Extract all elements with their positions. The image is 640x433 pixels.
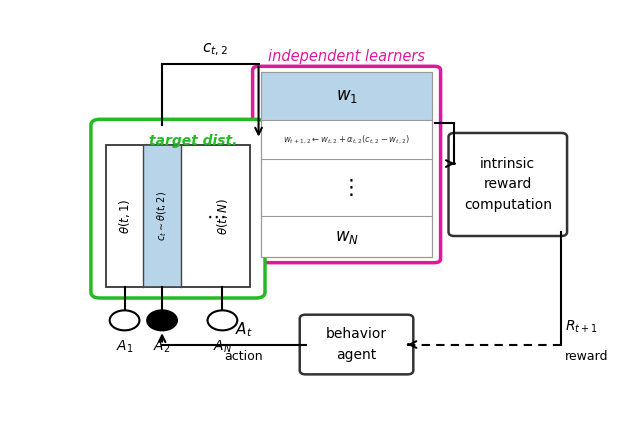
Bar <box>261 72 432 257</box>
Circle shape <box>207 310 237 330</box>
Bar <box>106 145 250 287</box>
Text: $\theta(t,N)$: $\theta(t,N)$ <box>215 198 230 235</box>
Bar <box>261 72 432 120</box>
Text: independent learners: independent learners <box>268 49 425 64</box>
FancyBboxPatch shape <box>91 120 265 298</box>
Bar <box>143 145 181 287</box>
Bar <box>106 145 250 287</box>
Text: $A_2$: $A_2$ <box>154 339 171 355</box>
Text: reward: reward <box>565 349 609 362</box>
Text: $c_{t,2}$: $c_{t,2}$ <box>202 41 228 58</box>
Text: $R_{t+1}$: $R_{t+1}$ <box>565 318 598 335</box>
Text: intrinsic
reward
computation: intrinsic reward computation <box>464 157 552 212</box>
FancyBboxPatch shape <box>449 133 567 236</box>
Text: target dist.: target dist. <box>149 134 238 148</box>
Text: $\cdots$: $\cdots$ <box>206 207 225 226</box>
Circle shape <box>147 310 177 330</box>
FancyBboxPatch shape <box>253 66 440 263</box>
Text: $\theta(t,1)$: $\theta(t,1)$ <box>117 198 132 234</box>
Text: action: action <box>225 349 263 362</box>
FancyBboxPatch shape <box>300 315 413 375</box>
Text: $w_1$: $w_1$ <box>335 87 358 105</box>
Text: $c_t \sim \theta(t,2)$: $c_t \sim \theta(t,2)$ <box>156 191 169 241</box>
Bar <box>261 72 432 257</box>
Text: $\vdots$: $\vdots$ <box>340 177 353 198</box>
Text: $w_{t+1,2} \leftarrow w_{t,2} + \alpha_{t,2}(c_{t,2} - w_{t,2})$: $w_{t+1,2} \leftarrow w_{t,2} + \alpha_{… <box>284 133 410 145</box>
Circle shape <box>109 310 140 330</box>
Text: $A_N$: $A_N$ <box>212 339 232 355</box>
Text: behavior
agent: behavior agent <box>326 327 387 362</box>
Text: $A_1$: $A_1$ <box>116 339 133 355</box>
Text: $w_N$: $w_N$ <box>335 228 358 246</box>
Text: $A_t$: $A_t$ <box>235 320 253 339</box>
